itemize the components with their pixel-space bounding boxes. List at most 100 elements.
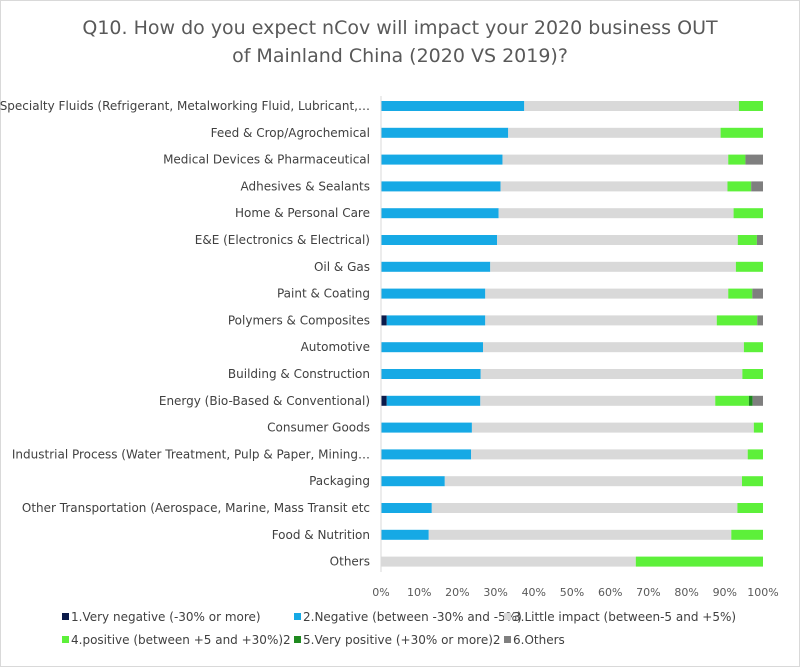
bar-segment-4 [715,395,749,406]
legend-swatch-5 [294,636,301,643]
legend-label-5: 5.Very positive (+30% or more)2 [303,633,501,647]
category-label: Specialty Fluids (Refrigerant, Metalwork… [0,99,370,113]
x-tick-label: 90% [713,586,737,599]
x-tick-label: 70% [636,586,660,599]
bar-segment-2 [381,449,472,460]
bar-segment-6 [745,154,763,165]
bar-segment-6 [752,288,763,299]
bar-segment-3 [524,101,739,111]
legend-label-6: 6.Others [513,633,565,647]
chart-title-line-2: of Mainland China (2020 VS 2019)? [232,45,568,67]
bar-segment-3 [480,369,743,379]
bar-segment-2 [381,127,509,138]
bar-segment-3 [500,181,728,192]
category-label: Feed & Crop/Agrochemical [211,126,370,140]
legend-swatch-2 [294,613,301,620]
x-tick-label: 0% [372,586,389,599]
x-tick-label: 100% [747,586,778,599]
bar-segment-4 [728,288,753,299]
bar-segment-2 [381,261,491,272]
bar-segment-3 [490,261,736,272]
bar-segment-4 [716,315,758,326]
category-label: Home & Personal Care [235,206,370,220]
bar-segment-4 [737,235,757,245]
bar-segment-3 [482,342,744,353]
category-label: Automotive [301,340,370,354]
bar-segment-4 [738,101,763,111]
bar-segment-3 [431,503,738,513]
bar-segment-3 [485,288,729,299]
legend-label-2: 2.Negative (between -30% and -5%) [303,610,522,624]
bar-segment-4 [728,154,746,165]
category-label: Building & Construction [228,367,370,381]
bar-segment-2 [381,476,445,487]
category-label: Energy (Bio-Based & Conventional) [159,394,370,408]
x-tick-label: 20% [445,586,469,599]
category-label: E&E (Electronics & Electrical) [195,233,370,247]
bar-segment-6 [751,181,763,192]
category-label: Paint & Coating [277,287,370,301]
bar-segment-6 [757,315,763,326]
bar-segment-6 [756,235,763,245]
x-tick-label: 50% [560,586,584,599]
x-tick-label: 10% [407,586,431,599]
chart-title-line-1: Q10. How do you expect nCov will impact … [82,17,718,39]
bar-segment-2 [381,342,483,353]
bar-segment-3 [444,476,742,487]
bar-segment-3 [381,556,636,567]
category-label: Others [330,555,370,569]
bar-segment-4 [741,476,763,487]
legend-swatch-4 [62,636,69,643]
bar-segment-4 [743,342,763,353]
category-label: Packaging [309,474,370,488]
bar-segment-3 [497,235,738,245]
bar-segment-4 [737,503,763,513]
legend-swatch-6 [504,636,511,643]
bar-segment-4 [735,261,763,272]
bar-segment-2 [381,101,525,111]
category-label: Other Transportation (Aerospace, Marine,… [22,501,370,515]
bar-segment-4 [733,208,763,219]
legend-swatch-1 [62,613,69,620]
x-tick-label: 60% [598,586,622,599]
bar-segment-4 [747,449,763,460]
bar-segment-2 [381,154,503,165]
bar-segment-2 [381,503,432,513]
bar-segment-6 [752,395,763,406]
bar-segment-4 [742,369,763,379]
bar-segment-3 [508,127,721,138]
x-tick-label: 40% [522,586,546,599]
bar-segment-3 [502,154,729,165]
bar-segment-2 [381,529,429,540]
bar-segment-3 [471,422,754,433]
category-label: Medical Devices & Pharmaceutical [163,153,370,167]
bar-segment-2 [381,181,501,192]
bar-segment-2 [381,208,499,219]
category-label: Polymers & Composites [228,313,370,327]
bar-segment-1 [381,315,387,326]
bar-segment-4 [635,556,763,567]
bar-segment-2 [381,369,481,379]
x-tick-label: 80% [674,586,698,599]
bar-segment-4 [753,422,763,433]
bar-segment-2 [381,422,472,433]
category-label: Oil & Gas [314,260,370,274]
category-label: Adhesives & Sealants [240,179,370,193]
chart-title: Q10. How do you expect nCov will impact … [0,14,800,70]
bar-segment-3 [498,208,734,219]
bar-segment-2 [386,315,486,326]
legend-label-4: 4.positive (between +5 and +30%)2 [71,633,291,647]
category-label: Consumer Goods [267,421,370,435]
legend-label-3: 3.Little impact (between-5 and +5%) [513,610,736,624]
bar-segment-4 [720,127,763,138]
bar-segment-4 [727,181,752,192]
bar-segment-3 [471,449,748,460]
legend-swatch-3 [504,613,511,620]
bar-segment-3 [485,315,717,326]
x-tick-label: 30% [483,586,507,599]
legend-label-1: 1.Very negative (-30% or more) [71,610,261,624]
bar-segment-1 [381,395,387,406]
bar-segment-2 [386,395,481,406]
